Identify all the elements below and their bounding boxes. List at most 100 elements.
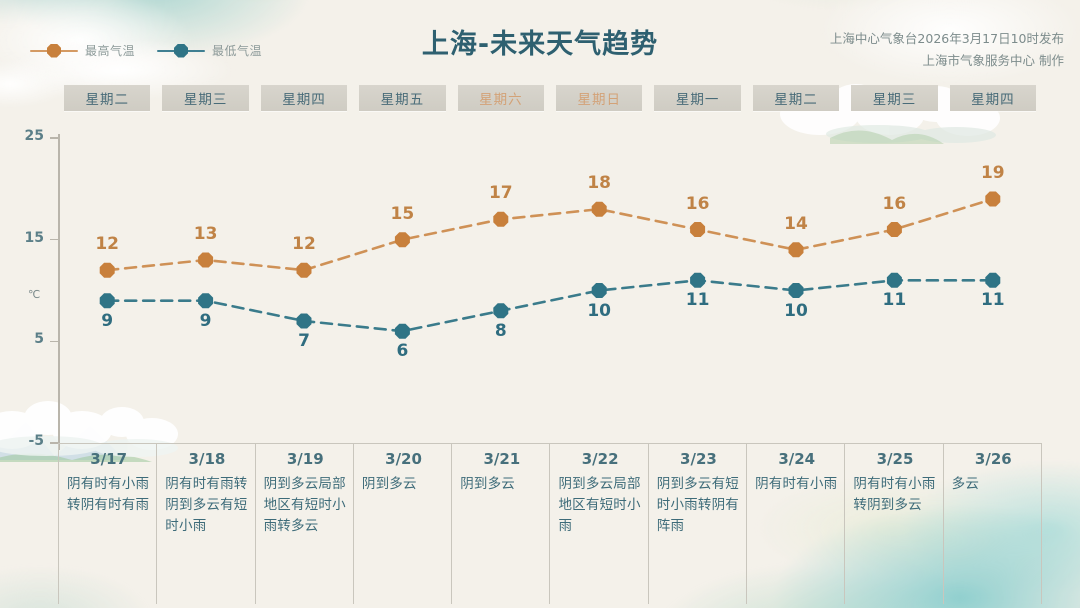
page-title: 上海-未来天气趋势 — [421, 29, 659, 60]
legend-label-low: 最低气温 — [212, 44, 263, 58]
data-point-label: 8 — [494, 320, 507, 341]
data-point-marker — [690, 272, 706, 288]
y-axis-tick-label: 5 — [34, 331, 44, 348]
data-point-marker — [985, 272, 1001, 288]
weekday-cell: 星期一 — [654, 85, 741, 111]
data-point-label: 11 — [685, 290, 710, 311]
data-point-marker — [985, 191, 1001, 207]
legend-item-high: 最高气温 — [30, 42, 135, 59]
data-point-marker — [886, 272, 902, 288]
forecast-date: 3/22 — [581, 450, 619, 468]
weekday-cell: 星期二 — [64, 85, 151, 111]
forecast-date: 3/19 — [286, 450, 324, 468]
data-point-label: 7 — [298, 331, 310, 351]
data-point-marker — [788, 242, 804, 258]
data-point-marker — [591, 201, 607, 217]
forecast-day-column: 3/26 多云 — [944, 444, 1042, 604]
legend-swatch-low — [157, 43, 206, 59]
y-axis-line — [58, 134, 60, 450]
weekday-cell: 星期四 — [949, 85, 1037, 111]
forecast-date: 3/25 — [876, 450, 914, 468]
forecast-date: 3/20 — [385, 450, 422, 468]
data-point-marker — [394, 232, 410, 248]
y-axis-tick — [50, 340, 60, 343]
data-point-marker — [99, 293, 115, 309]
data-point-label: 9 — [199, 310, 212, 331]
series-line — [105, 279, 995, 333]
forecast-day-column: 3/24 阴有时有小雨 — [747, 444, 846, 604]
forecast-description: 阴到多云 — [460, 476, 515, 492]
y-axis-unit: ℃ — [28, 288, 41, 301]
weekday-cell: 星期四 — [260, 85, 348, 111]
data-point-marker — [296, 262, 312, 278]
weekday-strip: 星期二 星期三 星期四 星期五 星期六 星期日 星期一 星期二 星期三 星期四 — [58, 85, 1042, 111]
y-axis-tick — [50, 442, 60, 444]
forecast-description: 阴到多云局部地区有短时小雨转多云 — [263, 476, 346, 534]
legend-swatch-high — [30, 43, 78, 59]
weekday-cell: 星期日 — [556, 85, 643, 111]
data-point-label: 19 — [980, 163, 1005, 183]
data-point-label: 16 — [685, 193, 710, 214]
data-point-marker — [886, 222, 902, 237]
forecast-description: 阴到多云 — [361, 476, 417, 492]
data-point-marker — [493, 211, 509, 227]
forecast-table: 3/17 阴有时有小雨转阴有时有雨 3/18 阴有时有雨转阴到多云有短时小雨 3/19 阴… — [58, 443, 1042, 604]
forecast-date: 3/26 — [974, 450, 1012, 468]
data-point-marker — [394, 323, 410, 339]
forecast-day-column: 3/25 阴有时有小雨转阴到多云 — [845, 444, 944, 604]
issuer-line-2: 上海市气象服务中心 制作 — [922, 52, 1064, 68]
forecast-date: 3/24 — [778, 450, 816, 468]
forecast-description: 阴到多云局部地区有短时小雨 — [558, 476, 641, 534]
series-lines — [99, 191, 1001, 339]
forecast-day-column: 3/19 阴到多云局部地区有短时小雨转多云 — [256, 444, 354, 604]
weekday-cell: 星期五 — [359, 85, 446, 111]
weekday-cell: 星期二 — [752, 85, 840, 111]
legend-item-low: 最低气温 — [157, 42, 262, 59]
y-axis-tick-label: -5 — [28, 433, 44, 449]
data-point-label: 9 — [101, 310, 114, 331]
data-point-marker — [690, 222, 706, 237]
data-point-marker — [198, 252, 214, 268]
issuer-info: 上海中心气象台2026年3月17日10时发布 上海市气象服务中心 制作 — [830, 28, 1064, 72]
issuer-line-1: 上海中心气象台2026年3月17日10时发布 — [829, 31, 1064, 46]
y-axis-tick — [50, 238, 60, 241]
data-point-label: 11 — [980, 290, 1005, 311]
data-point-marker — [591, 283, 607, 298]
data-point-label: 18 — [587, 173, 612, 194]
data-point-marker — [788, 283, 804, 298]
forecast-date: 3/18 — [188, 450, 226, 468]
forecast-description: 阴有时有小雨 — [755, 476, 838, 492]
forecast-description: 阴有时有雨转阴到多云有短时小雨 — [165, 476, 248, 534]
data-point-label: 10 — [587, 300, 612, 321]
forecast-day-column: 3/18 阴有时有雨转阴到多云有短时小雨 — [157, 444, 256, 604]
data-point-label: 12 — [292, 234, 316, 255]
forecast-day-column: 3/22 阴到多云局部地区有短时小雨 — [550, 444, 649, 604]
weekday-cell: 星期三 — [851, 85, 938, 111]
forecast-date: 3/17 — [90, 450, 128, 468]
data-point-label: 15 — [390, 203, 415, 224]
legend-label-high: 最高气温 — [85, 44, 136, 58]
forecast-date: 3/21 — [483, 450, 521, 468]
forecast-day-column: 3/21 阴到多云 — [452, 444, 551, 604]
forecast-day-column: 3/23 阴到多云有短时小雨转阴有阵雨 — [649, 444, 748, 604]
data-point-label: 12 — [95, 234, 120, 255]
data-point-label: 13 — [193, 224, 218, 244]
weekday-cell: 星期六 — [457, 85, 545, 111]
data-point-marker — [198, 293, 214, 309]
forecast-description: 多云 — [951, 476, 980, 492]
y-axis-tick-label: 25 — [24, 128, 44, 144]
legend: 最高气温 最低气温 — [30, 42, 262, 59]
chart-plot-area: ℃ 25 15 5 -5 12 13 12 15 17 18 16 14 16 19 9 9 7 6 8 10 11 1… — [0, 120, 1080, 460]
series-line — [105, 197, 995, 272]
forecast-date: 3/23 — [680, 450, 717, 468]
y-axis-tick-label: 15 — [24, 229, 44, 246]
weekday-cell: 星期三 — [162, 85, 249, 111]
forecast-day-column: 3/20 阴到多云 — [354, 444, 453, 604]
octagon-marker-icon — [174, 43, 189, 58]
data-point-label: 6 — [396, 341, 409, 362]
forecast-description: 阴有时有小雨转阴有时有雨 — [67, 476, 150, 513]
data-point-marker — [493, 303, 509, 319]
data-point-marker — [99, 262, 115, 278]
octagon-marker-icon — [47, 43, 61, 58]
